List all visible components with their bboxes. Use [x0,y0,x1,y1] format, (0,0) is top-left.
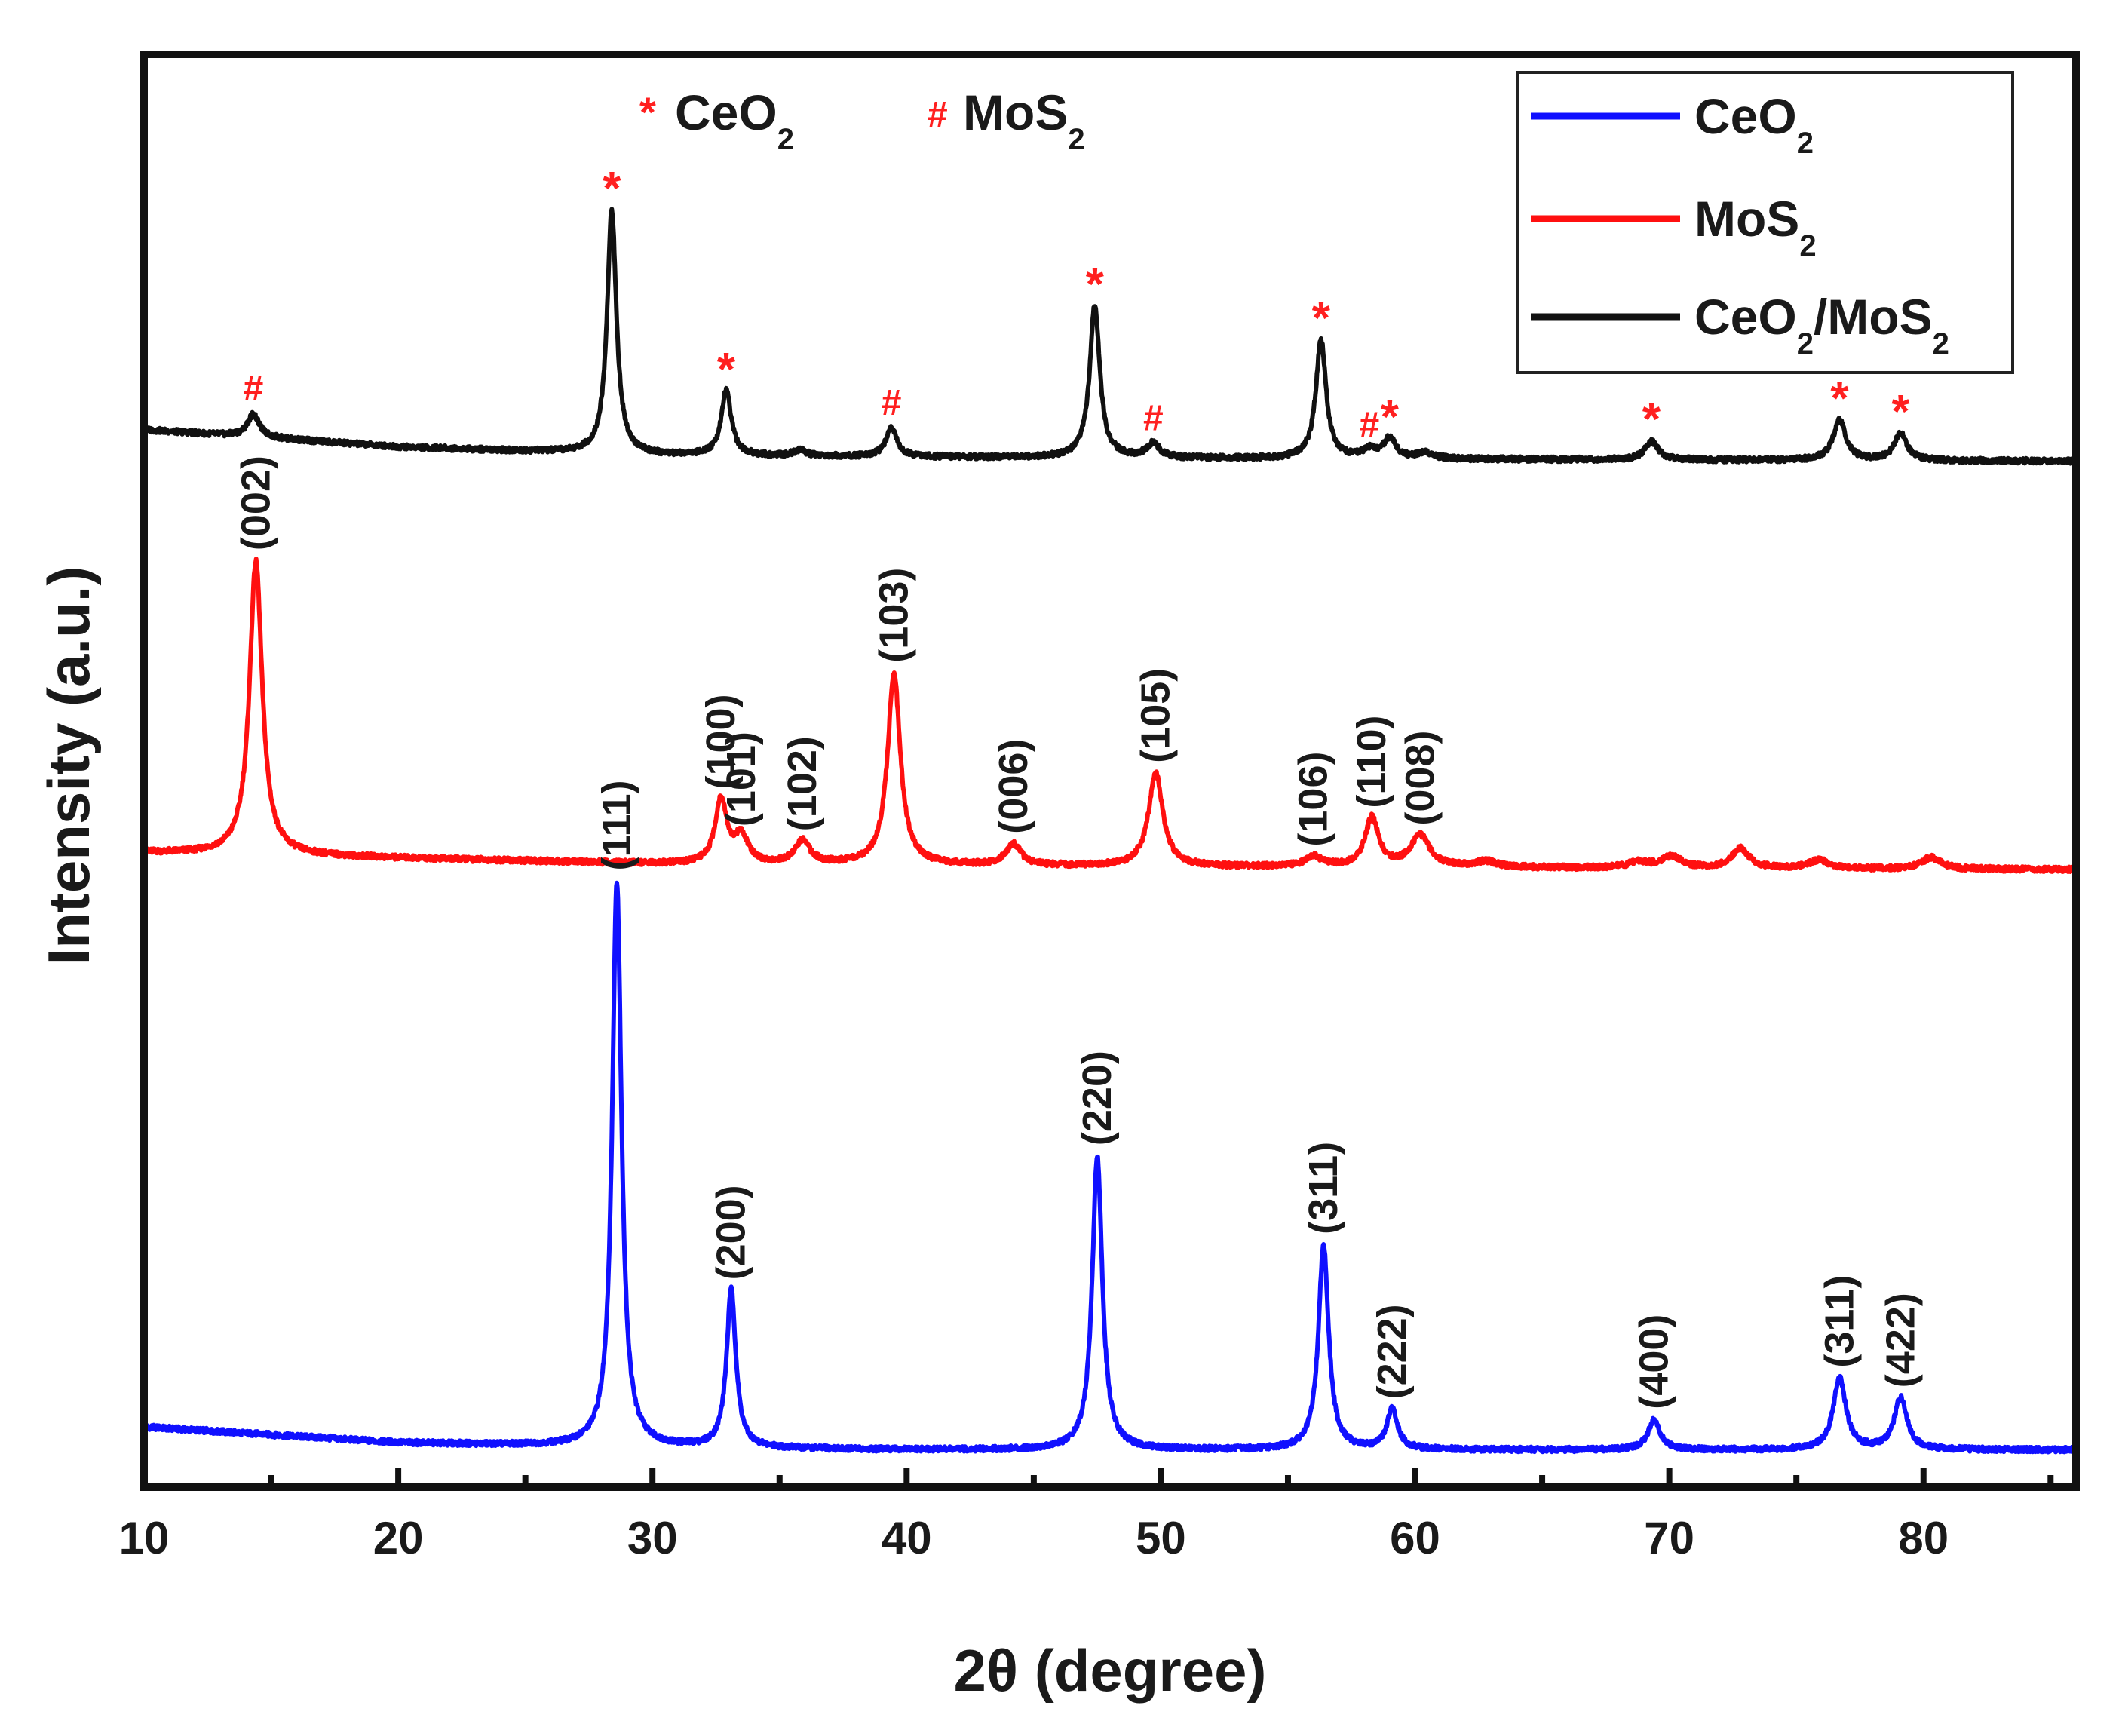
peak-label: (311) [1817,1275,1863,1368]
phase-marker-mos2: # [882,383,902,423]
phase-marker-ceo2: * [717,344,736,396]
peak-label: (200) [709,1185,754,1280]
phase-key-star-symbol: * [639,88,656,136]
peak-label: (422) [1878,1293,1923,1388]
y-axis-title: Intensity (a.u.) [35,566,102,965]
phase-marker-ceo2: * [1381,391,1400,443]
series-layer [142,207,2078,1455]
phase-marker-mos2: # [1359,405,1379,445]
phase-marker-ceo2: * [1312,293,1331,345]
peak-label: (106) [1291,752,1336,847]
peak-label: (102) [780,736,825,831]
peak-label: (220) [1075,1050,1120,1146]
phase-marker-mos2: # [1143,399,1164,439]
phase-marker-ceo2: * [1642,394,1661,446]
peak-label: (006) [991,739,1036,834]
peak-label: (400) [1631,1314,1676,1409]
x-tick-label: 40 [882,1513,932,1563]
phase-marker-ceo2: * [1830,373,1849,425]
legend-label-ceo2: CeO2 [1694,88,1814,160]
axis-layer: 10 20 30 40 50 60 70 80 [119,1468,2054,1563]
x-tick-label: 30 [627,1513,678,1563]
x-tick-label: 80 [1898,1513,1949,1563]
peak-label: (008) [1397,731,1443,826]
series-line-ceo2-mos2 [144,207,2078,466]
peak-label: (110) [1349,716,1394,808]
peak-label: (222) [1369,1304,1415,1399]
series-line-ceo2 [142,880,2078,1455]
x-tick-label: 70 [1644,1513,1694,1563]
phase-marker-ceo2: * [1086,259,1105,311]
peak-label: (100) [698,694,744,789]
phase-key: * CeO2 # MoS2 [639,84,1085,156]
phase-key-mos2-label: MoS2 [963,84,1085,156]
series-line-mos2 [143,557,2078,874]
phase-marker-ceo2: * [1891,386,1910,438]
x-tick-label: 50 [1136,1513,1186,1563]
peak-label: (105) [1133,668,1179,763]
peak-label: (111) [594,780,639,870]
legend-box [1516,71,2014,374]
legend-label-ceo2-mos2: CeO2/MoS2 [1694,289,1949,360]
phase-marker-mos2: # [244,369,264,409]
x-tick-label: 60 [1390,1513,1440,1563]
peak-label: (101) [719,732,764,827]
phase-key-hash-symbol: # [928,95,948,135]
peak-label: (311) [1301,1142,1346,1235]
plot-frame [140,51,2080,1491]
phase-marker-ceo2: * [603,163,621,215]
peak-label: (002) [233,455,278,551]
annotation-layer: (111) (200) (220) (311) (222) (400) (311) (422)… [233,163,1923,1409]
legend: CeO2 MoS2 CeO2/MoS2 [1516,71,2014,374]
x-tick-label: 20 [373,1513,424,1563]
x-tick-label: 10 [119,1513,170,1563]
peak-label: (103) [872,568,917,663]
x-axis-title: 2θ (degree) [954,1637,1267,1704]
legend-label-mos2: MoS2 [1694,191,1817,262]
phase-key-ceo2-label: CeO2 [675,84,794,156]
